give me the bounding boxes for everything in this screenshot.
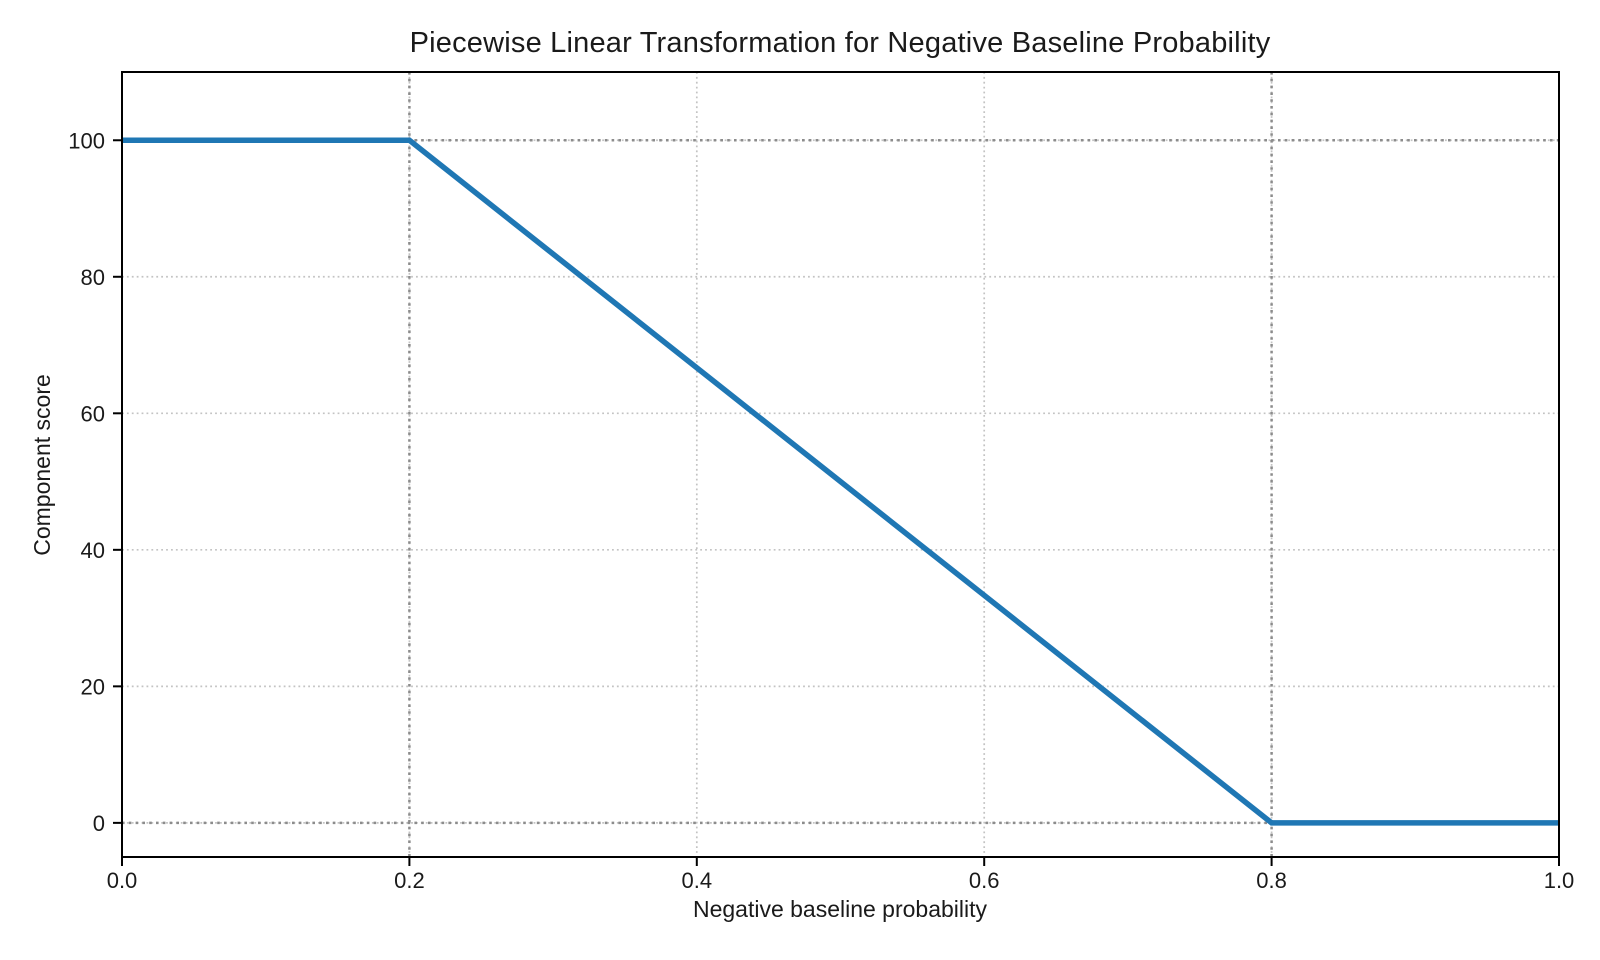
x-tick-label: 1.0 [1544, 868, 1575, 893]
reference-lines-layer [122, 72, 1559, 857]
x-tick-label: 0.6 [969, 868, 1000, 893]
tick-layer: 0.0 0.2 0.4 0.6 0.8 1.0 0 20 40 60 80 100 [68, 128, 1574, 893]
x-tick-label: 0.0 [107, 868, 138, 893]
grid-layer [121, 72, 1560, 857]
y-axis-label: Component score [29, 374, 55, 556]
x-tick-label: 0.4 [682, 868, 713, 893]
plot-frame-layer [121, 71, 1560, 858]
chart-title: Piecewise Linear Transformation for Nega… [410, 27, 1271, 59]
y-tick-label: 0 [93, 811, 105, 836]
x-tick-label: 0.8 [1256, 868, 1287, 893]
x-tick-label: 0.2 [394, 868, 425, 893]
y-tick-label: 40 [81, 538, 105, 563]
x-axis-label: Negative baseline probability [693, 896, 988, 922]
series-line-component-score [122, 137, 1559, 826]
plot-border [121, 71, 1560, 858]
y-tick-label: 100 [68, 128, 105, 153]
series-layer [122, 137, 1559, 826]
y-tick-label: 80 [81, 265, 105, 290]
y-tick-label: 20 [81, 674, 105, 699]
y-tick-label: 60 [81, 401, 105, 426]
